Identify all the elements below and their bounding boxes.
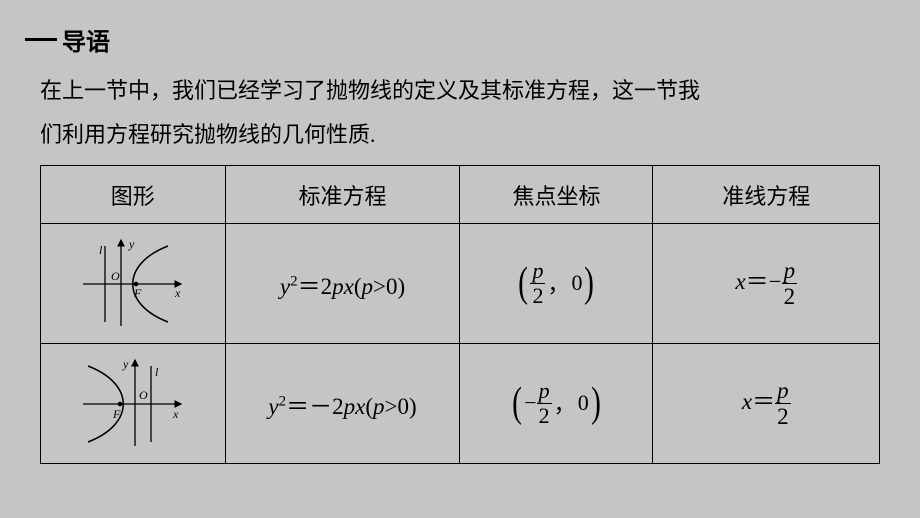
table-row: l y O F x y2＝2px(p>0) ( p 2: [41, 224, 880, 344]
heading: 导语: [25, 22, 880, 57]
svg-text:x: x: [174, 286, 181, 300]
header-shape: 图形: [41, 166, 226, 224]
header-equation: 标准方程: [225, 166, 460, 224]
cell-focus: ( − p 2 ， 0 ): [460, 344, 653, 464]
title-bar: [25, 38, 57, 41]
cell-shape: l y O F x: [41, 344, 226, 464]
cell-shape: l y O F x: [41, 224, 226, 344]
svg-text:x: x: [172, 407, 179, 421]
cell-equation: y2＝－2px(p>0): [225, 344, 460, 464]
intro-line-1: 在上一节中，我们已经学习了抛物线的定义及其标准方程，这一节我: [40, 69, 880, 113]
table-row: l y O F x y2＝－2px(p>0) ( −: [41, 344, 880, 464]
svg-text:y: y: [122, 357, 129, 371]
svg-text:y: y: [128, 237, 135, 251]
header-directrix: 准线方程: [653, 166, 880, 224]
svg-text:O: O: [139, 388, 148, 402]
cell-directrix: x＝ p 2: [653, 344, 880, 464]
svg-text:l: l: [155, 365, 159, 379]
intro-paragraph: 在上一节中，我们已经学习了抛物线的定义及其标准方程，这一节我 们利用方程研究抛物…: [40, 69, 880, 157]
cell-equation: y2＝2px(p>0): [225, 224, 460, 344]
header-focus: 焦点坐标: [460, 166, 653, 224]
svg-text:F: F: [133, 286, 142, 300]
heading-text: 导语: [62, 22, 110, 57]
svg-text:O: O: [111, 269, 120, 283]
parabola-table: 图形 标准方程 焦点坐标 准线方程: [40, 165, 880, 464]
svg-text:l: l: [99, 243, 103, 257]
parabola-left-svg: l y O F x: [73, 354, 193, 454]
intro-line-2: 们利用方程研究抛物线的几何性质.: [40, 113, 880, 157]
cell-focus: ( p 2 ， 0 ): [460, 224, 653, 344]
cell-directrix: x＝− p 2: [653, 224, 880, 344]
svg-text:F: F: [112, 407, 121, 421]
parabola-left-diagram: l y O F x: [41, 344, 225, 463]
table-header-row: 图形 标准方程 焦点坐标 准线方程: [41, 166, 880, 224]
parabola-right-svg: l y O F x: [73, 234, 193, 334]
parabola-right-diagram: l y O F x: [41, 224, 225, 343]
